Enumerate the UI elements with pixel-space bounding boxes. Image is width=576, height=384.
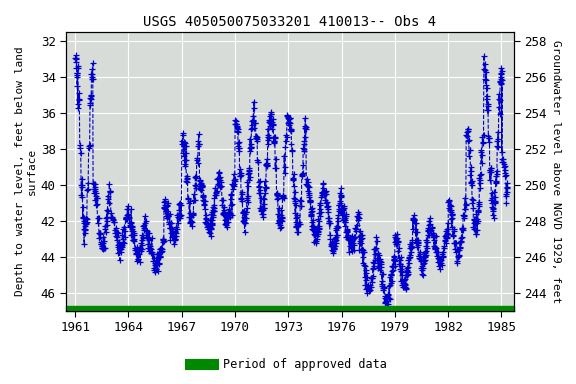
Y-axis label: Depth to water level, feet below land
surface: Depth to water level, feet below land su… <box>15 46 37 296</box>
Y-axis label: Groundwater level above NGVD 1929, feet: Groundwater level above NGVD 1929, feet <box>551 40 561 303</box>
Legend: Period of approved data: Period of approved data <box>185 354 391 376</box>
Title: USGS 405050075033201 410013-- Obs 4: USGS 405050075033201 410013-- Obs 4 <box>143 15 437 29</box>
Bar <box>66 306 514 311</box>
